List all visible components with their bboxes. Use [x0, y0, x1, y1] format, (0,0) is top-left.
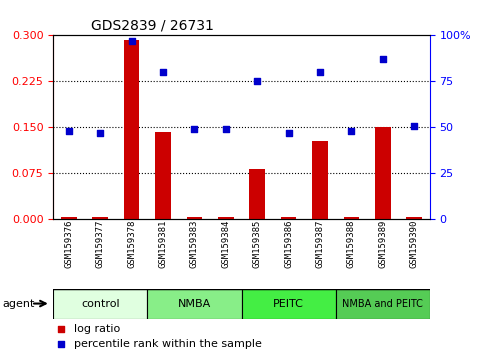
Text: GSM159378: GSM159378 — [127, 219, 136, 268]
Point — [222, 126, 230, 132]
Bar — [124, 40, 140, 219]
Bar — [375, 127, 391, 219]
Point — [316, 69, 324, 75]
Text: GSM159387: GSM159387 — [315, 219, 325, 268]
Text: GSM159388: GSM159388 — [347, 219, 356, 268]
Point — [128, 38, 135, 44]
Point — [348, 128, 355, 134]
Bar — [53, 289, 147, 319]
Text: NMBA and PEITC: NMBA and PEITC — [342, 298, 423, 309]
Bar — [92, 217, 108, 219]
Bar — [249, 169, 265, 219]
Point — [411, 123, 418, 129]
Text: GSM159376: GSM159376 — [64, 219, 73, 268]
Point — [253, 79, 261, 84]
Text: GSM159381: GSM159381 — [158, 219, 168, 268]
Text: GSM159389: GSM159389 — [378, 219, 387, 268]
Bar — [312, 141, 328, 219]
Point — [97, 130, 104, 136]
Text: GSM159385: GSM159385 — [253, 219, 262, 268]
Text: GSM159384: GSM159384 — [221, 219, 230, 268]
Point — [191, 126, 199, 132]
Bar — [186, 217, 202, 219]
Bar — [343, 217, 359, 219]
Point — [159, 69, 167, 75]
Text: GSM159377: GSM159377 — [96, 219, 105, 268]
Point — [57, 326, 65, 331]
Text: control: control — [81, 298, 119, 309]
Bar — [147, 289, 242, 319]
Point — [65, 128, 73, 134]
Bar — [155, 132, 171, 219]
Bar — [336, 289, 430, 319]
Point — [379, 57, 387, 62]
Bar — [242, 289, 336, 319]
Bar — [218, 217, 234, 219]
Text: GSM159390: GSM159390 — [410, 219, 419, 268]
Point — [285, 130, 293, 136]
Point — [57, 341, 65, 347]
Text: percentile rank within the sample: percentile rank within the sample — [74, 339, 262, 349]
Bar — [281, 217, 297, 219]
Bar — [61, 217, 77, 219]
Text: PEITC: PEITC — [273, 298, 304, 309]
Text: GDS2839 / 26731: GDS2839 / 26731 — [91, 19, 213, 33]
Bar — [406, 217, 422, 219]
Text: NMBA: NMBA — [178, 298, 211, 309]
Text: log ratio: log ratio — [74, 324, 120, 333]
Text: agent: agent — [2, 298, 35, 309]
Text: GSM159386: GSM159386 — [284, 219, 293, 268]
Text: GSM159383: GSM159383 — [190, 219, 199, 268]
